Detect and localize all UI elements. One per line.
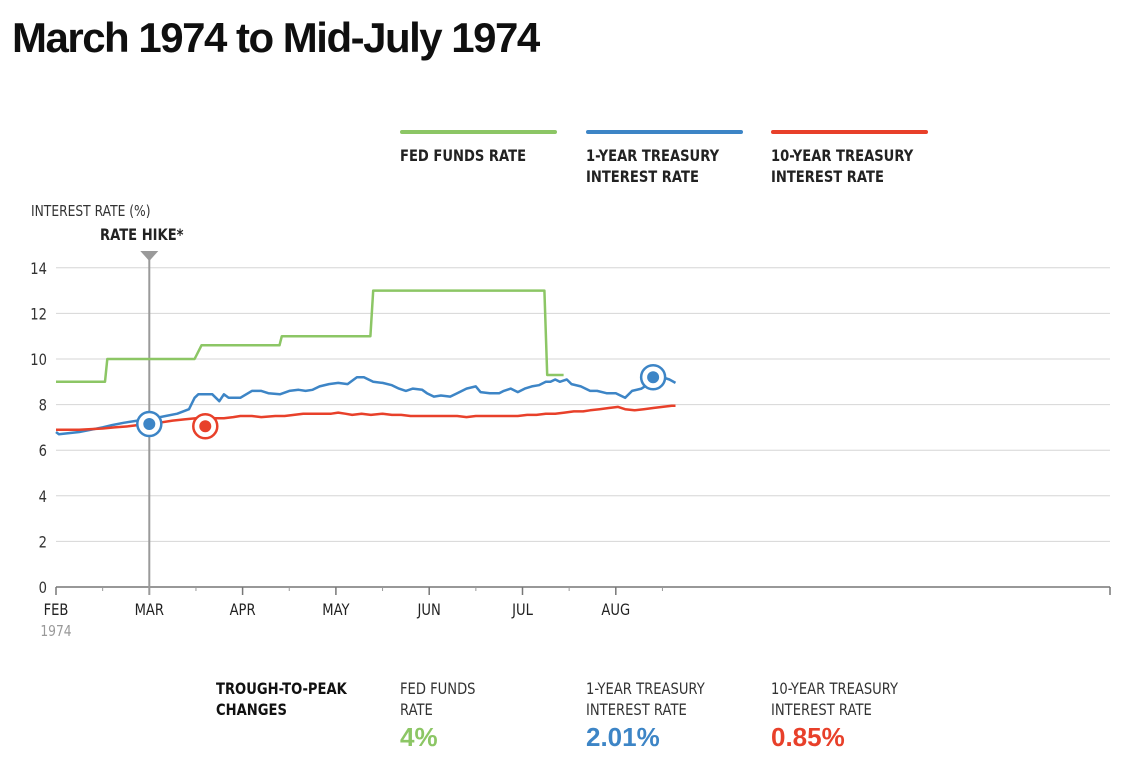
summary-value-10yr-treasury: 0.85% [771,722,845,752]
legend-swatch-10yr-treasury [771,130,928,134]
y-tick-label: 8 [39,396,47,415]
summary-1yr-treasury: 1-YEAR TREASURY INTEREST RATE 2.01% [586,678,731,753]
rate-hike-arrow [140,251,159,261]
y-tick-label: 6 [39,442,47,461]
rate-hike-label: RATE HIKE* [100,226,184,245]
legend-label-1yr-treasury: 1-YEAR TREASURY INTEREST RATE [586,146,720,186]
x-tick-label: MAY [322,601,349,620]
legend-1yr-treasury: 1-YEAR TREASURY INTEREST RATE [586,130,746,187]
summary-label-fed-funds: FED FUNDS RATE [400,679,476,719]
y-tick-label: 4 [39,488,47,507]
summary-value-fed-funds: 4% [400,722,438,752]
legend-swatch-1yr-treasury [586,130,743,134]
summary-value-1yr-treasury: 2.01% [586,722,660,752]
x-tick-label: JUL [511,601,533,620]
summary-label-1yr-treasury: 1-YEAR TREASURY INTEREST RATE [586,679,705,719]
legend-label-fed-funds: FED FUNDS RATE [400,146,527,165]
x-tick-label: APR [230,601,256,620]
y-tick-label: 0 [39,579,47,598]
x-tick-label: JUN [417,601,441,620]
y-tick-label: 14 [30,260,47,279]
series-line-1-year-treasury-interest-rate [55,375,677,436]
summary-label-10yr-treasury: 10-YEAR TREASURY INTEREST RATE [771,679,899,719]
legend-label-10yr-treasury: 10-YEAR TREASURY INTEREST RATE [771,146,914,186]
x-tick-label: MAR [135,601,164,620]
legend-10yr-treasury: 10-YEAR TREASURY INTEREST RATE [771,130,931,187]
x-tick-label: AUG [601,601,630,620]
y-tick-label: 12 [30,305,47,324]
summary-10yr-treasury: 10-YEAR TREASURY INTEREST RATE 0.85% [771,678,926,753]
y-tick-label: 2 [39,533,47,552]
y-axis-label: INTEREST RATE (%) [31,203,151,220]
legend-swatch-fed-funds [400,130,557,134]
x-tick-label: FEB [44,601,69,620]
series-line-fed-funds-rate [56,289,564,384]
chart-title: March 1974 to Mid-July 1974 [12,14,540,61]
marker-dot [143,417,156,430]
marker-dot [199,420,212,433]
marker-dot [647,371,660,384]
y-tick-label: 10 [30,351,47,370]
x-year-label: 1974 [40,623,71,640]
summary-fed-funds: FED FUNDS RATE 4% [400,678,492,753]
legend-fed-funds: FED FUNDS RATE [400,130,560,166]
summary-heading: TROUGH-TO-PEAK CHANGES [216,679,347,719]
